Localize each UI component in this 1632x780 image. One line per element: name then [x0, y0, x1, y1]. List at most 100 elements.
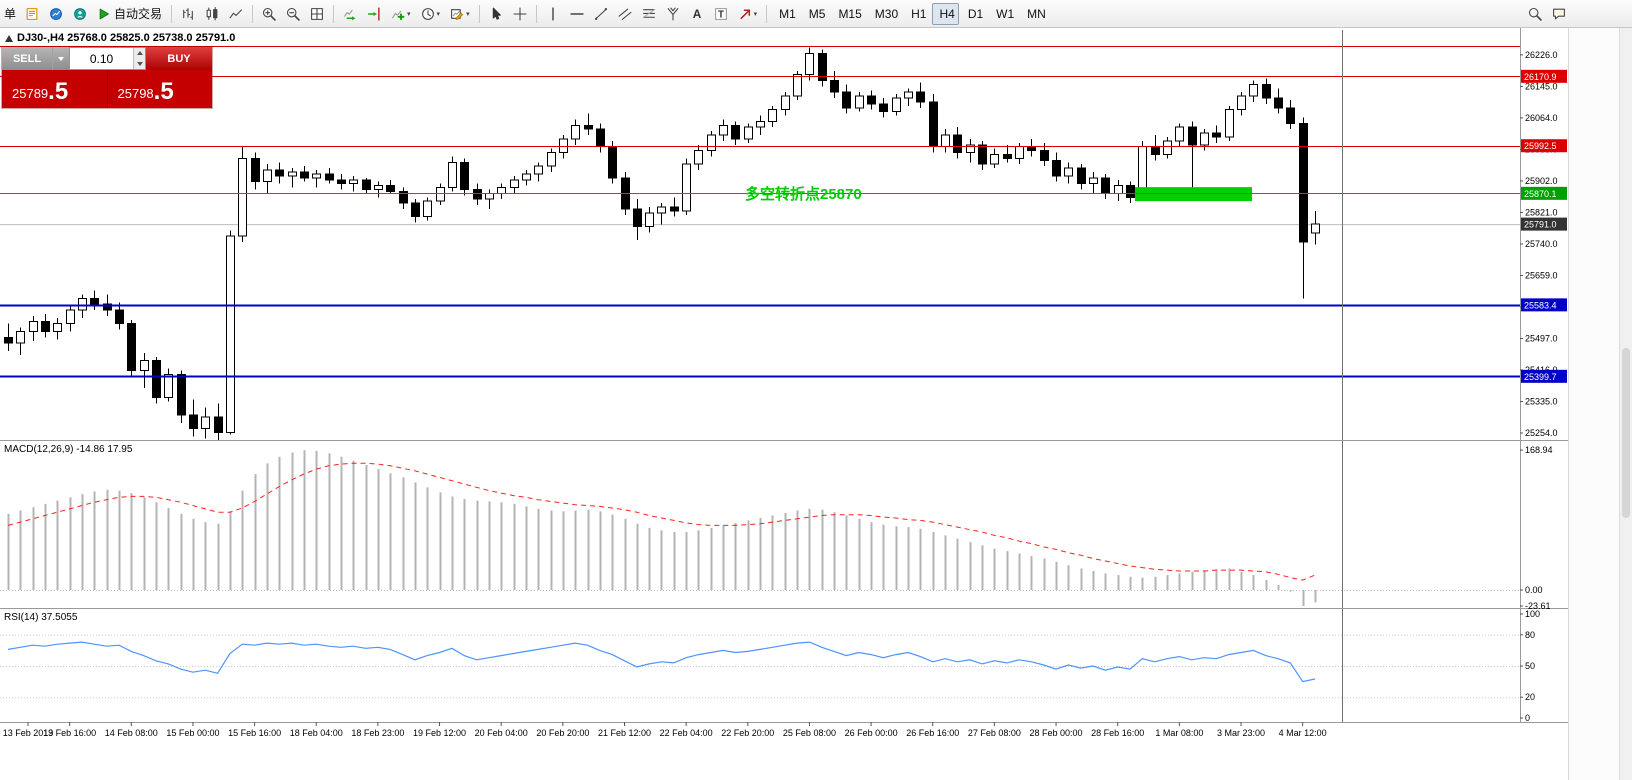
horizontal-line-button[interactable]	[566, 3, 588, 25]
tf-m15[interactable]: M15	[831, 3, 865, 25]
line-chart-button[interactable]	[225, 3, 247, 25]
tf-m1[interactable]: M1	[772, 3, 800, 25]
tf-h1[interactable]: H1	[904, 3, 930, 25]
svg-text:14 Feb 08:00: 14 Feb 08:00	[105, 728, 158, 738]
svg-text:22 Feb 04:00: 22 Feb 04:00	[660, 728, 713, 738]
tf-m1-label: M1	[779, 6, 796, 21]
toolbar-separator	[535, 4, 537, 23]
svg-text:3 Mar 23:00: 3 Mar 23:00	[1217, 728, 1265, 738]
sell-options-caret[interactable]	[52, 47, 69, 70]
volume-decrease-button[interactable]	[134, 58, 145, 69]
buy-price-small: 25798	[117, 86, 154, 101]
annotation-text[interactable]: 多空转折点25870	[745, 185, 862, 203]
price-badge: 25399.7	[1521, 369, 1567, 383]
indicators-button[interactable]: ▾	[387, 3, 415, 25]
pitchfork-button[interactable]	[662, 3, 684, 25]
buy-button[interactable]: BUY	[146, 47, 212, 70]
toolbar-group	[257, 3, 329, 25]
horizontal-line-icon	[569, 7, 584, 21]
top-toolbar: 单 自动交易 ▾ ▾ ▾ A T ▾ M1 M5 M15 M30 H1 H4 D1 W1 MN	[0, 0, 1632, 28]
rsi-label: RSI(14) 37.5055	[4, 612, 78, 623]
scrollbar-thumb[interactable]	[1622, 348, 1630, 518]
fibonacci-button[interactable]	[638, 3, 660, 25]
one-click-toggle-icon[interactable]	[5, 34, 13, 42]
sell-price[interactable]: 25789.5	[2, 70, 107, 108]
tile-windows-button[interactable]	[306, 3, 328, 25]
svg-text:18 Feb 23:00: 18 Feb 23:00	[351, 728, 404, 738]
crosshair-button[interactable]	[509, 3, 531, 25]
label-button[interactable]: T	[710, 3, 732, 25]
market-watch-button[interactable]	[45, 3, 67, 25]
svg-text:25497.0: 25497.0	[1525, 333, 1558, 343]
zoom-in-icon	[262, 7, 276, 21]
toolbar-group: 单 自动交易	[3, 3, 167, 25]
volume-field[interactable]: 0.10	[69, 47, 146, 70]
price-badge: 25992.5	[1521, 139, 1567, 153]
svg-text:15 Feb 00:00: 15 Feb 00:00	[166, 728, 219, 738]
price-badge: 25583.4	[1521, 298, 1567, 312]
tf-m30[interactable]: M30	[868, 3, 902, 25]
tf-w1-label: W1	[996, 6, 1015, 21]
new-order-button[interactable]	[21, 3, 43, 25]
sell-price-big: .5	[48, 78, 69, 105]
mql-community-button[interactable]	[69, 3, 91, 25]
green-highlight-rect[interactable]	[1135, 187, 1252, 202]
play-icon	[97, 7, 111, 21]
tf-h4[interactable]: H4	[932, 2, 959, 25]
svg-text:26 Feb 00:00: 26 Feb 00:00	[845, 728, 898, 738]
svg-text:4 Mar 12:00: 4 Mar 12:00	[1279, 728, 1327, 738]
menu-label[interactable]: 单	[4, 7, 17, 21]
zoom-out-button[interactable]	[282, 3, 304, 25]
svg-text:20 Feb 04:00: 20 Feb 04:00	[475, 728, 528, 738]
svg-text:13 Feb 16:00: 13 Feb 16:00	[43, 728, 96, 738]
sell-button[interactable]: SELL	[2, 47, 52, 70]
candles-icon	[205, 6, 219, 21]
trendline-button[interactable]	[590, 3, 612, 25]
vertical-scrollbar[interactable]	[1619, 28, 1632, 780]
vertical-line-button[interactable]	[542, 3, 564, 25]
svg-text:26 Feb 16:00: 26 Feb 16:00	[906, 728, 959, 738]
tf-d1[interactable]: D1	[961, 3, 987, 25]
svg-text:0: 0	[1525, 713, 1530, 723]
chart-shift-button[interactable]	[363, 3, 385, 25]
bar-chart-button[interactable]	[177, 3, 199, 25]
tf-mn[interactable]: MN	[1020, 3, 1050, 25]
svg-text:100: 100	[1525, 609, 1540, 619]
auto-scroll-button[interactable]	[339, 3, 361, 25]
svg-text:25399.7: 25399.7	[1524, 372, 1557, 382]
svg-text:26145.0: 26145.0	[1525, 81, 1558, 91]
svg-text:T: T	[718, 9, 724, 20]
svg-text:20: 20	[1525, 692, 1535, 702]
svg-text:15 Feb 16:00: 15 Feb 16:00	[228, 728, 281, 738]
toolbar-separator	[252, 4, 254, 23]
svg-text:22 Feb 20:00: 22 Feb 20:00	[721, 728, 774, 738]
tf-w1[interactable]: W1	[989, 3, 1018, 25]
periods-button[interactable]: ▾	[417, 3, 445, 25]
cursor-button[interactable]	[485, 3, 507, 25]
tf-m5[interactable]: M5	[802, 3, 830, 25]
search-button[interactable]	[1524, 3, 1546, 25]
chat-icon	[1552, 7, 1566, 21]
volume-value[interactable]: 0.10	[89, 51, 114, 66]
zoom-in-button[interactable]	[258, 3, 280, 25]
auto-trading-button[interactable]: 自动交易	[93, 3, 166, 25]
svg-text:25870.1: 25870.1	[1524, 189, 1557, 199]
svg-text:25902.0: 25902.0	[1525, 176, 1558, 186]
buy-price[interactable]: 25798.5	[108, 70, 213, 108]
text-button[interactable]: A	[686, 3, 708, 25]
chart-title-text: DJ30-,H4 25768.0 25825.0 25738.0 25791.0	[17, 32, 236, 44]
channel-button[interactable]	[614, 3, 636, 25]
price-badge: 25870.1	[1521, 186, 1567, 200]
arrow-icon	[738, 7, 752, 21]
buy-price-big: .5	[153, 78, 174, 105]
svg-text:25791.0: 25791.0	[1524, 220, 1557, 230]
candle-chart-button[interactable]	[201, 3, 223, 25]
svg-text:25 Feb 08:00: 25 Feb 08:00	[783, 728, 836, 738]
chat-button[interactable]	[1548, 3, 1570, 25]
arrows-button[interactable]: ▾	[734, 3, 762, 25]
templates-button[interactable]: ▾	[446, 3, 474, 25]
volume-increase-button[interactable]	[134, 48, 145, 59]
svg-text:A: A	[692, 7, 701, 21]
